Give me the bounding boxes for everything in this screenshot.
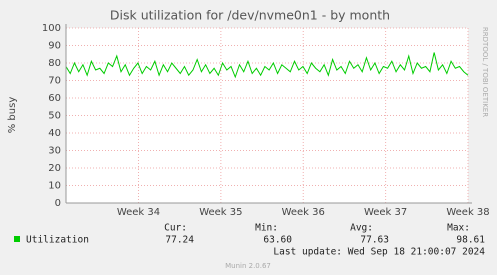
stat-header: Max: [447,223,470,234]
footer: Munin 2.0.67 [225,262,271,270]
y-tick-label: 30 [48,146,61,157]
stat-header: Cur: [164,223,187,234]
x-tick-label: Week 35 [199,207,242,218]
y-tick-label: 10 [48,181,61,192]
y-tick-label: 70 [48,76,61,87]
stat-header: Min: [255,223,278,234]
side-text: RRDTOOL / TOBI OETIKER [481,27,489,117]
chart-title: Disk utilization for /dev/nvme0n1 - by m… [110,8,390,23]
legend-swatch [14,236,20,242]
last-update: Last update: Wed Sep 18 21:00:07 2024 [273,247,485,258]
stat-header: Avg: [350,223,373,234]
y-tick-label: 50 [48,111,61,122]
legend-label: Utilization [26,235,89,246]
y-tick-label: 100 [42,23,61,34]
stat-value: 77.24 [165,235,194,246]
y-tick-label: 60 [48,93,61,104]
stat-value: 77.63 [360,235,389,246]
x-tick-label: Week 38 [446,207,489,218]
data-line [65,52,469,79]
plot [65,27,469,204]
stat-value: 98.61 [456,235,485,246]
stat-value: 63.60 [263,235,292,246]
y-axis-label: % busy [7,97,18,134]
y-tick-label: 90 [48,41,61,52]
y-tick-label: 0 [55,198,61,209]
y-tick-label: 80 [48,58,61,69]
x-tick-label: Week 36 [282,207,325,218]
y-tick-label: 20 [48,163,61,174]
x-tick-label: Week 37 [364,207,407,218]
x-tick-label: Week 34 [117,207,160,218]
y-tick-label: 40 [48,128,61,139]
